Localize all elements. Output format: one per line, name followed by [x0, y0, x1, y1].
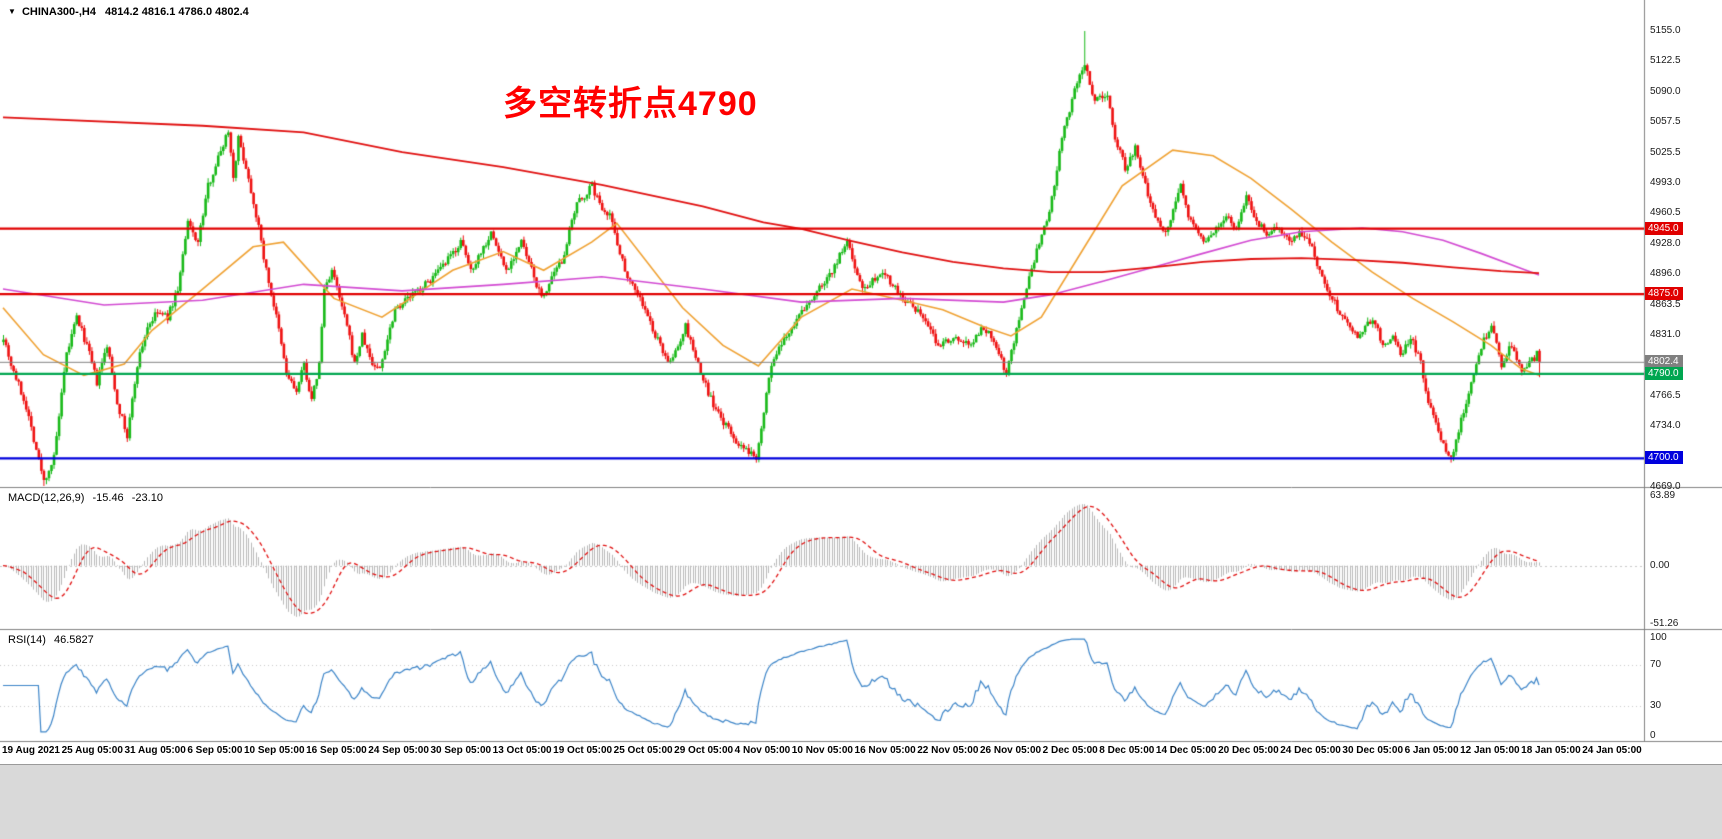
- price-tick: 4831.0: [1650, 329, 1681, 340]
- time-label: 2 Dec 05:00: [1042, 745, 1098, 756]
- time-label: 26 Nov 05:00: [979, 745, 1042, 756]
- time-label: 13 Oct 05:00: [492, 745, 552, 756]
- macd-signal-value: -23.10: [131, 492, 163, 504]
- price-tick: 4960.5: [1650, 207, 1681, 219]
- time-label: 19 Oct 05:00: [553, 745, 613, 756]
- macd-indicator-label: MACD(12,26,9) -15.46 -23.10: [8, 492, 163, 504]
- time-label: 25 Aug 05:00: [61, 745, 123, 756]
- time-label: 20 Dec 05:00: [1218, 745, 1279, 756]
- time-label: 30 Sep 05:00: [430, 745, 492, 756]
- rsi-axis-tick: 0: [1650, 730, 1656, 741]
- time-label: 14 Dec 05:00: [1155, 745, 1217, 756]
- rsi-name: RSI(14): [8, 634, 46, 646]
- rsi-axis-tick: 70: [1650, 658, 1662, 670]
- price-tick: 4928.0: [1650, 237, 1681, 249]
- macd-axis-tick: 63.89: [1650, 490, 1676, 501]
- price-tick: 4669.0: [1650, 481, 1681, 492]
- price-level-label-resistance: 4945.0: [1645, 221, 1683, 235]
- symbol-timeframe-label: CHINA300-,H4: [21, 6, 96, 18]
- ohlc-values: 4814.2 4816.1 4786.0 4802.4: [105, 6, 249, 18]
- price-tick: 4734.0: [1650, 420, 1681, 431]
- price-level-label-support: 4700.0: [1645, 451, 1683, 465]
- footer-strip: [0, 764, 1722, 839]
- time-label: 8 Dec 05:00: [1099, 745, 1155, 756]
- price-tick: 5122.5: [1650, 55, 1681, 67]
- time-label: 19 Aug 2021: [2, 745, 60, 756]
- time-axis[interactable]: 19 Aug 2021 25 Aug 05:00 31 Aug 05:00 6 Sep…: [2, 745, 1642, 756]
- chart-title: ▼ CHINA300-,H4 4814.2 4816.1 4786.0 4802…: [8, 6, 249, 18]
- price-level-label-resistance: 4875.0: [1645, 287, 1683, 301]
- macd-axis-tick: -51.26: [1650, 618, 1679, 629]
- price-tick: 4863.5: [1650, 298, 1681, 310]
- price-tick: 4766.5: [1650, 389, 1681, 401]
- rsi-value: 46.5827: [53, 634, 94, 646]
- time-label: 10 Nov 05:00: [791, 745, 853, 756]
- time-label: 25 Oct 05:00: [613, 745, 673, 756]
- time-label: 22 Nov 05:00: [917, 745, 979, 756]
- chart-annotation-text[interactable]: 多空转折点4790: [503, 85, 758, 123]
- time-label: 30 Dec 05:00: [1342, 745, 1404, 756]
- symbol-dropdown-icon[interactable]: ▼: [8, 7, 16, 16]
- time-label: 24 Sep 05:00: [368, 745, 429, 756]
- time-label: 16 Nov 05:00: [854, 745, 916, 756]
- rsi-axis-tick: 100: [1650, 632, 1667, 643]
- time-label: 10 Sep 05:00: [243, 745, 305, 756]
- price-level-label-pivot: 4790.0: [1645, 366, 1683, 380]
- price-tick: 5025.5: [1650, 146, 1681, 158]
- price-tick: 5155.0: [1650, 25, 1681, 36]
- time-label: 4 Nov 05:00: [734, 745, 791, 756]
- rsi-axis-tick: 30: [1650, 700, 1662, 712]
- time-label: 12 Jan 05:00: [1460, 745, 1520, 756]
- time-label: 24 Jan 05:00: [1582, 745, 1642, 756]
- macd-name: MACD(12,26,9): [8, 492, 85, 504]
- macd-main-value: -15.46: [92, 492, 124, 504]
- price-level-label-last-price: 4802.4: [1645, 355, 1683, 369]
- time-label: 18 Jan 05:00: [1521, 745, 1581, 756]
- time-label: 6 Jan 05:00: [1404, 745, 1459, 756]
- time-label: 6 Sep 05:00: [187, 745, 243, 756]
- price-tick: 4993.0: [1650, 177, 1681, 188]
- time-label: 16 Sep 05:00: [306, 745, 367, 756]
- price-tick: 4896.0: [1650, 268, 1681, 279]
- price-tick: 5057.5: [1650, 116, 1681, 128]
- time-label: 29 Oct 05:00: [674, 745, 734, 756]
- rsi-indicator-label: RSI(14) 46.5827: [8, 634, 94, 646]
- macd-axis-tick: 0.00: [1650, 559, 1670, 571]
- time-label: 31 Aug 05:00: [124, 745, 186, 756]
- time-label: 24 Dec 05:00: [1280, 745, 1341, 756]
- price-tick: 5090.0: [1650, 85, 1681, 97]
